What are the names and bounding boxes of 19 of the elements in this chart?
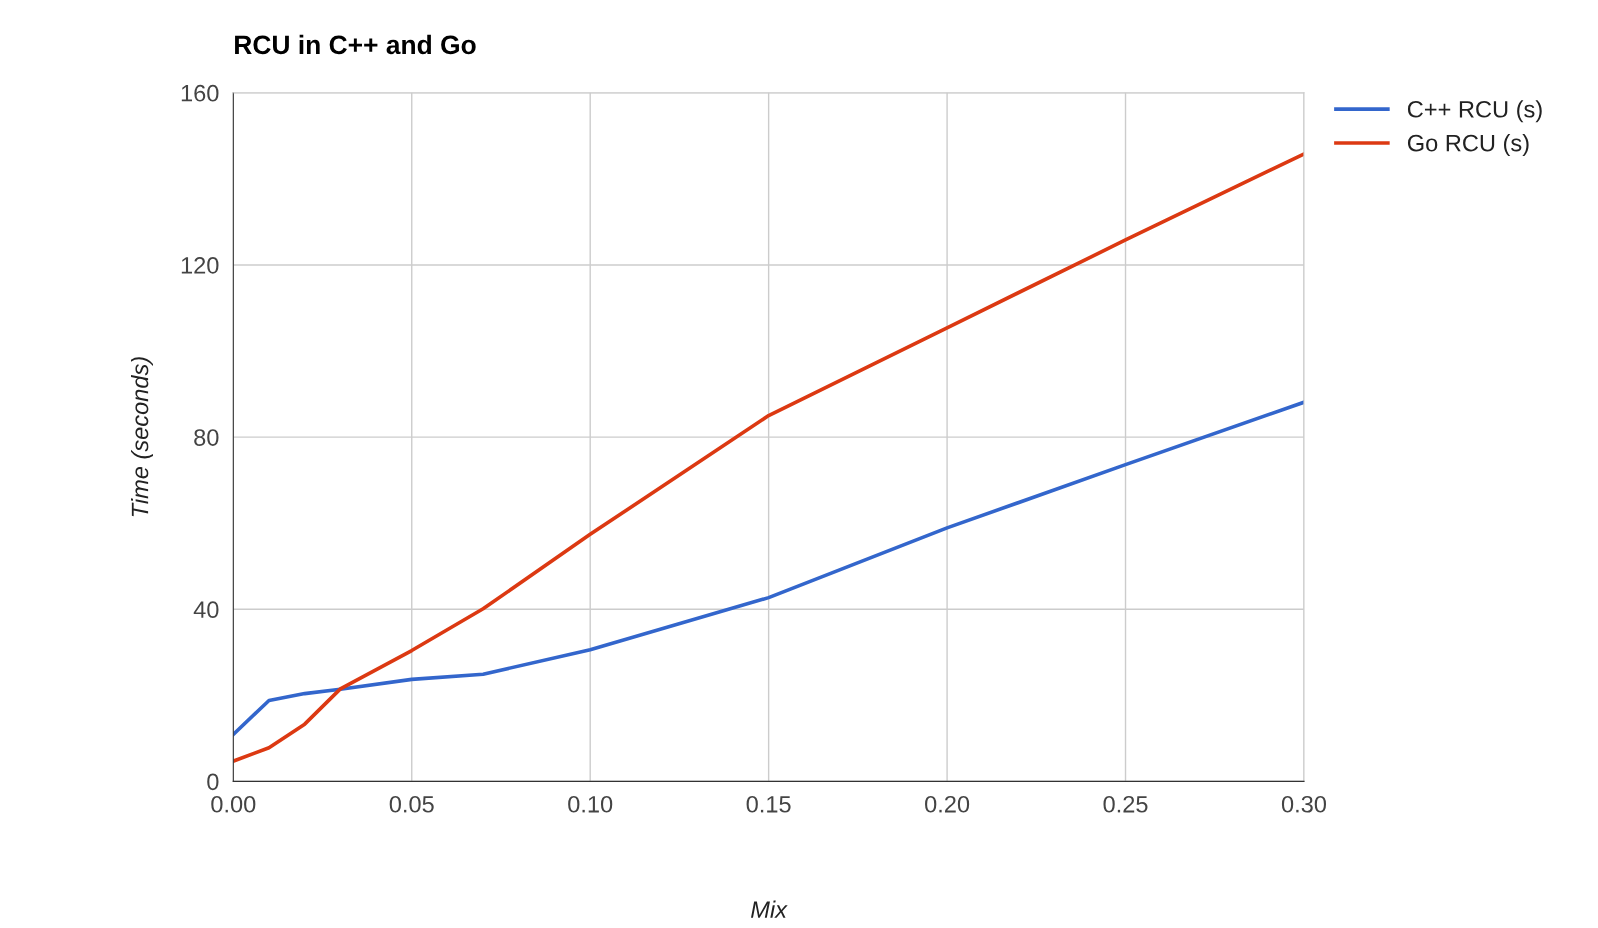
x-tick-label: 0.30 — [1281, 795, 1327, 813]
x-tick-label: 0.05 — [389, 795, 434, 813]
legend-label: C++ RCU (s) — [1407, 100, 1542, 123]
x-tick-label: 0.10 — [568, 795, 613, 813]
chart-title: RCU in C++ and Go — [235, 34, 476, 55]
y-tick-label: 0 — [207, 773, 219, 791]
y-tick-label: 160 — [181, 84, 219, 102]
y-tick-label: 40 — [193, 601, 219, 619]
x-tick-label: 0.15 — [746, 795, 791, 813]
y-tick-label: 120 — [181, 257, 219, 274]
line-series — [233, 152, 1304, 763]
x-tick-label: 0.00 — [211, 795, 256, 813]
x-tick-label: 0.25 — [1103, 795, 1148, 813]
y-axis-title: Time (seconds) — [131, 357, 153, 517]
x-tick-label: 0.20 — [925, 795, 970, 813]
legend-label: Go RCU (s) — [1407, 134, 1529, 157]
line-series — [233, 400, 1304, 737]
y-tick-label: 80 — [194, 429, 219, 446]
x-axis-title: Mix — [751, 900, 788, 918]
